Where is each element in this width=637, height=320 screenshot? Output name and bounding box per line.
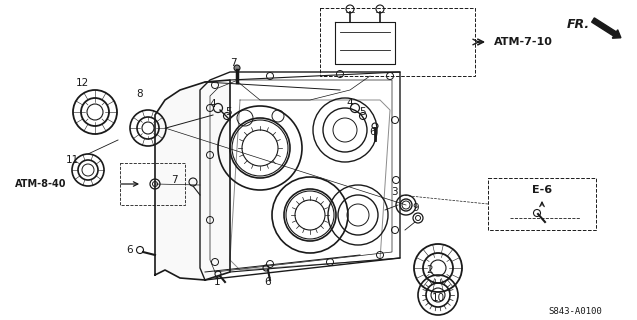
Text: ATM-8-40: ATM-8-40 [15, 179, 66, 189]
Text: 8: 8 [137, 89, 143, 99]
Text: 11: 11 [66, 155, 78, 165]
Bar [488, 178, 596, 230]
FancyArrow shape [592, 18, 621, 38]
Text: ATM-7-10: ATM-7-10 [494, 37, 553, 47]
Polygon shape [155, 80, 230, 280]
Text: 7: 7 [171, 175, 177, 185]
Text: 4: 4 [347, 98, 354, 108]
Text: E-6: E-6 [532, 185, 552, 195]
Bar [320, 8, 475, 76]
Text: 10: 10 [431, 293, 445, 303]
Text: 12: 12 [75, 78, 89, 88]
Text: 1: 1 [213, 277, 220, 287]
Text: FR.: FR. [567, 18, 590, 30]
Text: 6: 6 [265, 277, 271, 287]
Text: 7: 7 [230, 58, 236, 68]
Circle shape [234, 65, 240, 71]
Text: 6: 6 [127, 245, 133, 255]
Text: 2: 2 [427, 265, 433, 275]
Text: 5: 5 [225, 107, 231, 117]
Text: 4: 4 [210, 99, 217, 109]
Text: 9: 9 [413, 203, 419, 213]
Text: 5: 5 [359, 107, 365, 117]
Bar [120, 163, 185, 205]
Text: S843-A0100: S843-A0100 [548, 308, 602, 316]
Text: 3: 3 [390, 187, 397, 197]
Text: 6: 6 [369, 127, 376, 137]
